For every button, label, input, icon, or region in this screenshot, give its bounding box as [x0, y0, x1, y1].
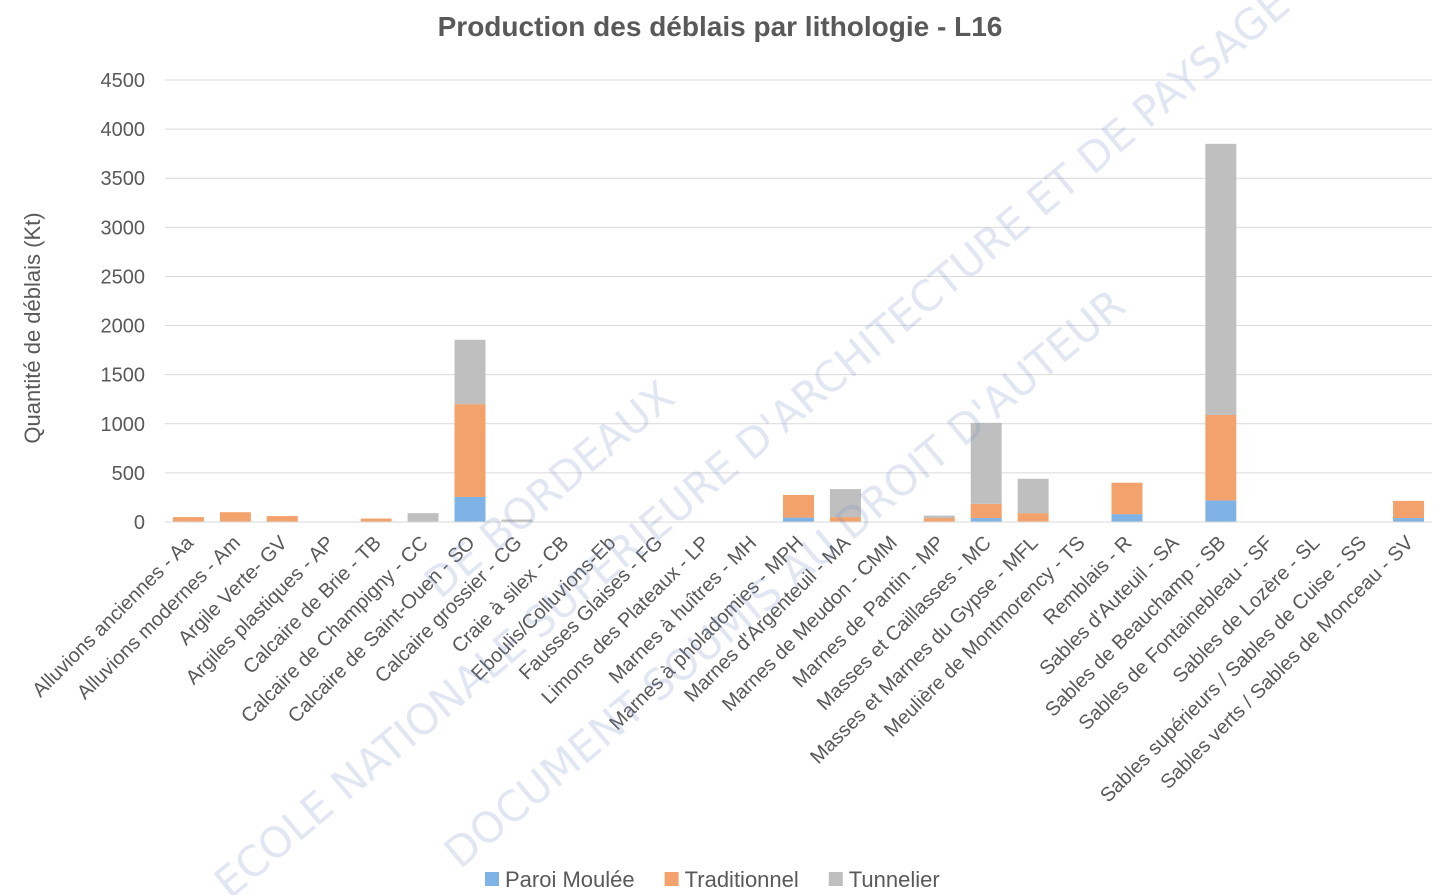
bar-segment: [1111, 514, 1143, 522]
bar-segment: [1205, 500, 1237, 522]
bar-segment: [1017, 478, 1049, 514]
bar-segment: [970, 518, 1002, 522]
bar-segment: [501, 519, 533, 522]
bar-segment: [454, 404, 486, 497]
chart-title: Production des déblais par lithologie - …: [438, 11, 1003, 42]
y-tick-label: 4000: [101, 119, 146, 141]
y-tick-label: 2500: [101, 266, 146, 288]
y-tick-label: 0: [134, 512, 145, 534]
y-tick-label: 3000: [101, 217, 146, 239]
bar-segment: [783, 517, 814, 522]
y-tick-label: 3500: [101, 168, 146, 190]
bar-segment: [1205, 414, 1237, 501]
bar-segment: [829, 517, 861, 522]
legend-label: Paroi Moulée: [505, 867, 635, 892]
bar-segment: [454, 496, 486, 522]
bar-segment: [970, 422, 1002, 504]
bar-segment: [360, 518, 392, 522]
bar-segment: [1393, 500, 1425, 519]
bar-segment: [970, 503, 1002, 519]
legend-label: Traditionnel: [685, 867, 799, 892]
y-axis-label: Quantité de déblais (Kt): [20, 212, 45, 443]
bar-segment: [407, 513, 439, 522]
legend-swatch: [664, 872, 679, 886]
bar-segment: [1205, 143, 1237, 415]
y-tick-label: 500: [112, 463, 145, 485]
bar-segment: [923, 518, 955, 522]
bar-segment: [923, 515, 955, 519]
bar-segment: [783, 494, 814, 518]
bar-segment: [219, 512, 251, 522]
bar-segment: [1017, 513, 1049, 522]
legend-swatch: [828, 872, 843, 886]
y-tick-label: 1000: [101, 414, 146, 436]
legend-label: Tunnelier: [849, 867, 940, 892]
y-tick-label: 2000: [101, 316, 146, 338]
y-tick-label: 1500: [101, 365, 146, 387]
legend-swatch: [485, 872, 499, 886]
bar-segment: [172, 517, 204, 522]
bar-segment: [829, 489, 861, 518]
bar-segment: [1393, 518, 1425, 522]
bar-segment: [454, 339, 486, 405]
bar-segment: [266, 516, 298, 522]
y-tick-label: 4500: [101, 70, 146, 92]
bar-segment: [1111, 482, 1143, 515]
